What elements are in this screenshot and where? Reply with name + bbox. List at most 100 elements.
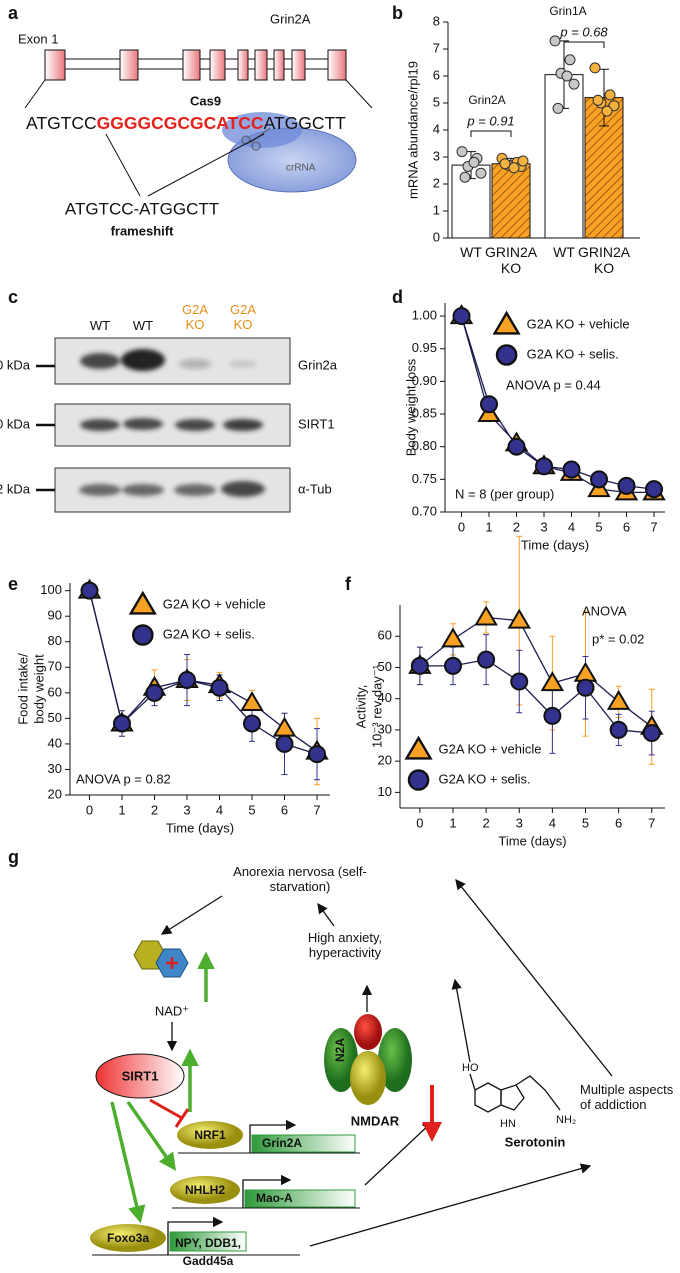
x-axis-label: Time (days) — [498, 833, 566, 848]
y-tick-label: 1 — [433, 202, 440, 217]
lane-label: G2A KO — [181, 302, 208, 332]
data-point — [507, 608, 531, 629]
annotation: ANOVA p = 0.44 — [506, 377, 601, 392]
cas9-label: Cas9 — [190, 93, 221, 108]
x-tick-label: 1 — [485, 519, 492, 534]
gene-diagram-shape-shape — [291, 49, 306, 81]
western-blot-shape-shape — [221, 481, 265, 497]
legend-marker — [495, 344, 518, 366]
legend-label: G2A KO + vehicle — [527, 316, 630, 331]
x-tick-label: 6 — [281, 802, 288, 817]
protein-label: Grin2a — [298, 357, 338, 372]
annotation: N = 8 (per group) — [455, 486, 554, 501]
western-blot-shape-shape — [122, 484, 164, 496]
y-axis-label: Activity, — [353, 685, 368, 729]
legend-label: G2A KO + selis. — [163, 626, 255, 641]
protein-label: α-Tub — [298, 481, 332, 496]
x-tick-label: 4 — [568, 519, 575, 534]
gene-diagram-shape — [345, 79, 373, 109]
data-point — [178, 671, 196, 690]
y-tick-label: 8 — [433, 13, 440, 28]
pathway-diagram-shape — [95, 1053, 185, 1099]
factor-label: Foxo3a — [107, 1231, 149, 1245]
legend-marker — [407, 769, 430, 791]
western-blot-shape — [79, 349, 265, 497]
legend-label: G2A KO + vehicle — [439, 741, 542, 756]
pathway-diagram-shape — [177, 1121, 243, 1149]
panel-label: g — [8, 847, 19, 867]
data-point — [573, 661, 598, 682]
legend-marker — [492, 310, 521, 335]
panel-label: d — [392, 287, 403, 307]
panel-label: a — [8, 3, 19, 23]
y-axis-label: 10⁻³ rev day⁻¹ — [369, 664, 384, 748]
addiction-label: Multiple aspects of addiction — [580, 1082, 674, 1112]
western-blot: 180 kDa 110 kDa 52 kDa Grin2a SIRT1 α-Tu… — [0, 337, 338, 513]
lane-label: WT — [132, 318, 154, 333]
western-blot-shape-shape — [121, 349, 165, 371]
x-tick-label: WT — [460, 244, 482, 260]
factor-label: NRF1 — [194, 1128, 226, 1142]
western-blot-shape-shape — [80, 353, 120, 369]
y-tick-label: 60 — [48, 684, 62, 699]
y-tick-label: 40 — [378, 690, 392, 705]
x-tick-label: 7 — [650, 519, 657, 534]
y-tick-label: 20 — [48, 786, 62, 801]
gene-diagram-shape — [251, 141, 261, 151]
y-tick-label: 100 — [40, 582, 62, 597]
gene-diagram-shape — [249, 127, 271, 144]
y-tick-label: 0.95 — [412, 340, 437, 355]
western-blot-shape-shape — [79, 484, 121, 496]
y-axis-label: mRNA abundance/rpl19 — [405, 61, 420, 199]
data-point — [517, 155, 529, 167]
legend-marker — [132, 624, 154, 646]
y-tick-label: 2 — [433, 175, 440, 190]
x-tick-label: 3 — [183, 802, 190, 817]
pathway-diagram-shape-shape — [242, 1174, 292, 1208]
y-tick-label: 3 — [433, 148, 440, 163]
size-marker: 110 kDa — [0, 416, 31, 431]
data-point — [456, 146, 468, 158]
p-value: p = 0.91 — [466, 113, 514, 128]
y-tick-label: 0.85 — [412, 405, 437, 420]
nad-label: NAD⁺ — [155, 1003, 189, 1018]
significance-bracket — [563, 41, 605, 48]
target-label: Grin2A — [262, 1136, 302, 1150]
data-point — [507, 437, 526, 456]
panel-label: f — [345, 574, 352, 594]
gene-diagram: Exon 1 Grin2A crRNA Cas9 ATGTCCGGGGCGCGC… — [18, 11, 373, 238]
receptor-label: NMDAR — [351, 1113, 400, 1128]
pathway-diagram-shape-shape — [160, 895, 223, 935]
pathway-diagram-shape — [354, 1014, 382, 1050]
western-blot-shape-shape — [123, 418, 163, 430]
data-point — [576, 678, 595, 697]
gene-diagram-shape-shape — [327, 49, 347, 81]
series-line — [419, 616, 653, 728]
legend-label: G2A KO + selis. — [439, 771, 531, 786]
legend-label: G2A KO + selis. — [527, 346, 619, 361]
panel-label: c — [8, 287, 18, 307]
western-blot-shape-shape — [80, 419, 120, 431]
factor-label: NHLH2 — [185, 1183, 225, 1197]
target-label: NPY, DDB1, Gadd45a — [174, 1236, 242, 1268]
pathway-diagram-shape-shape — [126, 1100, 177, 1171]
data-point — [477, 650, 496, 669]
data-point — [113, 714, 131, 733]
western-blot-shape-shape — [229, 360, 257, 368]
y-tick-label: 90 — [48, 608, 62, 623]
group-label: Grin1A — [549, 4, 586, 18]
data-point — [564, 54, 576, 66]
y-tick-label: 50 — [378, 659, 392, 674]
x-tick-label: 2 — [483, 815, 490, 830]
pathway-diagram-shape — [251, 1134, 356, 1153]
data-point — [444, 656, 462, 675]
pathway-diagram-shape-shape — [167, 1216, 224, 1255]
y-axis-label: Body weight loss — [403, 358, 418, 456]
x-tick-label: 5 — [248, 802, 255, 817]
gene-diagram-shape — [147, 133, 265, 197]
pathway-diagram-shape — [160, 878, 613, 1255]
y-tick-label: 1.00 — [412, 308, 437, 323]
data-point — [145, 683, 164, 702]
